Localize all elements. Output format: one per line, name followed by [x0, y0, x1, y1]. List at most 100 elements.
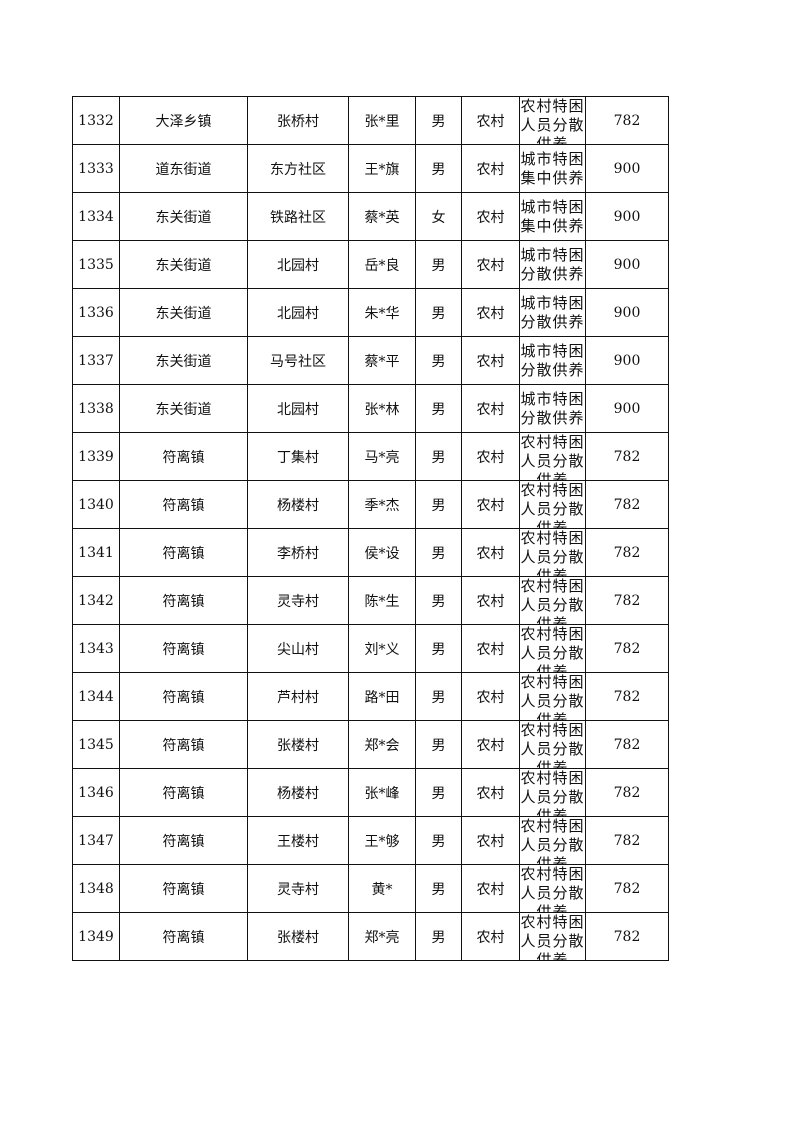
row-number: 1343 — [72, 624, 120, 673]
name-cell: 郑*会 — [348, 720, 416, 769]
gender-cell: 男 — [415, 240, 462, 289]
table-row: 1346 符离镇 杨楼村 张*峰男农村 农村特困人员分散供养 782 — [72, 768, 669, 817]
village-cell: 王楼村 — [247, 816, 349, 865]
table-row: 1343 符离镇 尖山村 刘*义男农村 农村特困人员分散供养 782 — [72, 624, 669, 673]
name-cell: 王*旗 — [348, 144, 416, 193]
support-type-text: 城市特困分散供养 — [520, 293, 585, 331]
name-cell: 岳*良 — [348, 240, 416, 289]
town-cell: 符离镇 — [119, 432, 248, 481]
support-type-cell: 农村特困人员分散供养 — [519, 624, 586, 673]
support-type-cell: 城市特困分散供养 — [519, 288, 586, 337]
row-number: 1345 — [72, 720, 120, 769]
town-cell: 符离镇 — [119, 528, 248, 577]
gender-cell: 女 — [415, 192, 462, 241]
support-type-text: 农村特困人员分散供养 — [520, 433, 585, 480]
amount-cell: 782 — [585, 672, 669, 721]
support-type-text: 农村特困人员分散供养 — [520, 529, 585, 576]
name-cell: 陈*生 — [348, 576, 416, 625]
name-cell: 黄* — [348, 864, 416, 913]
support-type-cell: 农村特困人员分散供养 — [519, 432, 586, 481]
row-number: 1332 — [72, 96, 120, 145]
village-cell: 马号社区 — [247, 336, 349, 385]
town-cell: 符离镇 — [119, 768, 248, 817]
row-number: 1335 — [72, 240, 120, 289]
name-cell: 王*够 — [348, 816, 416, 865]
town-cell: 符离镇 — [119, 624, 248, 673]
name-cell: 季*杰 — [348, 480, 416, 529]
area-cell: 农村 — [461, 528, 520, 577]
table-row: 1345 符离镇 张楼村 郑*会男农村 农村特困人员分散供养 782 — [72, 720, 669, 769]
amount-cell: 900 — [585, 192, 669, 241]
name-cell: 蔡*英 — [348, 192, 416, 241]
row-number: 1347 — [72, 816, 120, 865]
support-type-cell: 农村特困人员分散供养 — [519, 768, 586, 817]
town-cell: 东关街道 — [119, 336, 248, 385]
village-cell: 张楼村 — [247, 912, 349, 961]
village-cell: 丁集村 — [247, 432, 349, 481]
support-type-text: 农村特困人员分散供养 — [520, 769, 585, 816]
name-cell: 郑*亮 — [348, 912, 416, 961]
town-cell: 东关街道 — [119, 192, 248, 241]
amount-cell: 900 — [585, 384, 669, 433]
records-table: 1332 大泽乡镇 张桥村 张*里男农村 农村特困人员分散供养 782 1333 道东街道 东方… — [72, 96, 669, 961]
amount-cell: 900 — [585, 144, 669, 193]
area-cell: 农村 — [461, 192, 520, 241]
support-type-cell: 城市特困分散供养 — [519, 240, 586, 289]
gender-cell: 男 — [415, 288, 462, 337]
village-cell: 张楼村 — [247, 720, 349, 769]
area-cell: 农村 — [461, 336, 520, 385]
village-cell: 杨楼村 — [247, 480, 349, 529]
area-cell: 农村 — [461, 864, 520, 913]
gender-cell: 男 — [415, 336, 462, 385]
table-row: 1342 符离镇 灵寺村 陈*生男农村 农村特困人员分散供养 782 — [72, 576, 669, 625]
area-cell: 农村 — [461, 288, 520, 337]
town-cell: 东关街道 — [119, 240, 248, 289]
support-type-cell: 城市特困分散供养 — [519, 336, 586, 385]
area-cell: 农村 — [461, 384, 520, 433]
amount-cell: 900 — [585, 240, 669, 289]
row-number: 1337 — [72, 336, 120, 385]
name-cell: 张*峰 — [348, 768, 416, 817]
support-type-text: 城市特困分散供养 — [520, 389, 585, 427]
support-type-text: 农村特困人员分散供养 — [520, 865, 585, 912]
village-cell: 尖山村 — [247, 624, 349, 673]
table-row: 1337 东关街道 马号社区 蔡*平男农村 城市特困分散供养 900 — [72, 336, 669, 385]
row-number: 1349 — [72, 912, 120, 961]
village-cell: 灵寺村 — [247, 864, 349, 913]
amount-cell: 782 — [585, 96, 669, 145]
gender-cell: 男 — [415, 432, 462, 481]
row-number: 1344 — [72, 672, 120, 721]
town-cell: 东关街道 — [119, 384, 248, 433]
support-type-cell: 农村特困人员分散供养 — [519, 528, 586, 577]
town-cell: 符离镇 — [119, 672, 248, 721]
town-cell: 符离镇 — [119, 720, 248, 769]
name-cell: 张*里 — [348, 96, 416, 145]
amount-cell: 782 — [585, 768, 669, 817]
village-cell: 芦村村 — [247, 672, 349, 721]
support-type-cell: 城市特困集中供养 — [519, 192, 586, 241]
gender-cell: 男 — [415, 864, 462, 913]
area-cell: 农村 — [461, 480, 520, 529]
support-type-text: 农村特困人员分散供养 — [520, 913, 585, 960]
area-cell: 农村 — [461, 816, 520, 865]
village-cell: 北园村 — [247, 240, 349, 289]
support-type-text: 农村特困人员分散供养 — [520, 673, 585, 720]
village-cell: 北园村 — [247, 288, 349, 337]
table-row: 1338 东关街道 北园村 张*林男农村 城市特困分散供养 900 — [72, 384, 669, 433]
table-row: 1341 符离镇 李桥村 侯*设男农村 农村特困人员分散供养 782 — [72, 528, 669, 577]
table-row: 1332 大泽乡镇 张桥村 张*里男农村 农村特困人员分散供养 782 — [72, 96, 669, 145]
amount-cell: 782 — [585, 912, 669, 961]
table-row: 1347 符离镇 王楼村 王*够男农村 农村特困人员分散供养 782 — [72, 816, 669, 865]
table-row: 1333 道东街道 东方社区 王*旗男农村 城市特困集中供养 900 — [72, 144, 669, 193]
support-type-text: 城市特困分散供养 — [520, 341, 585, 379]
support-type-text: 农村特困人员分散供养 — [520, 721, 585, 768]
table-row: 1335 东关街道 北园村 岳*良男农村 城市特困分散供养 900 — [72, 240, 669, 289]
amount-cell: 782 — [585, 432, 669, 481]
amount-cell: 782 — [585, 624, 669, 673]
row-number: 1339 — [72, 432, 120, 481]
village-cell: 北园村 — [247, 384, 349, 433]
area-cell: 农村 — [461, 144, 520, 193]
table-row: 1340 符离镇 杨楼村 季*杰男农村 农村特困人员分散供养 782 — [72, 480, 669, 529]
area-cell: 农村 — [461, 96, 520, 145]
table-row: 1344 符离镇 芦村村 路*田男农村 农村特困人员分散供养 782 — [72, 672, 669, 721]
